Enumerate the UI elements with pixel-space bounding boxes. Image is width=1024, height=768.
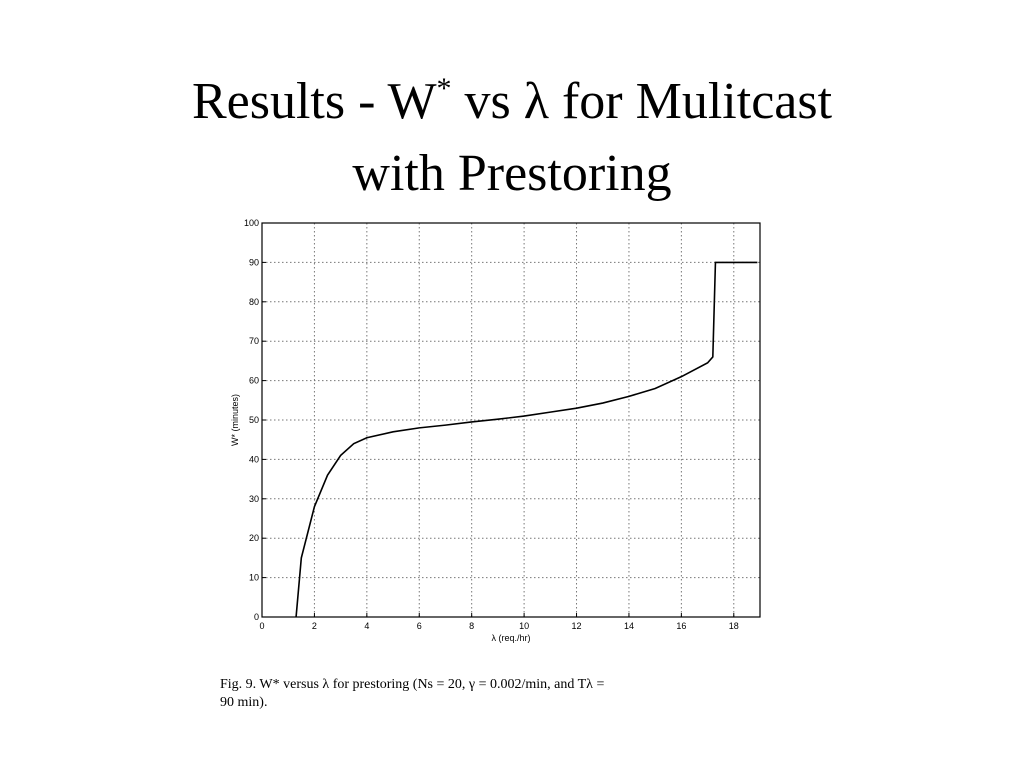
slide-title: Results - W* vs λ for Mulitcast [192, 72, 833, 130]
figure-caption: Fig. 9. W* versus λ for prestoring (Ns =… [220, 677, 604, 692]
x-tick-label: 0 [259, 621, 264, 631]
title-text: Results - W [192, 73, 437, 130]
x-tick-label: 10 [519, 621, 529, 631]
y-tick-label: 30 [249, 494, 259, 504]
y-tick-label: 90 [249, 257, 259, 267]
x-tick-label: 2 [312, 621, 317, 631]
y-tick-label: 100 [244, 218, 259, 228]
y-tick-label: 10 [249, 573, 259, 583]
y-tick-label: 40 [249, 454, 259, 464]
data-line [295, 261, 758, 618]
x-tick-label: 4 [364, 621, 369, 631]
y-tick-label: 80 [249, 297, 259, 307]
y-tick-label: 0 [254, 612, 259, 622]
y-tick-label: 20 [249, 533, 259, 543]
x-axis-label: λ (req./hr) [491, 633, 530, 643]
x-tick-label: 8 [469, 621, 474, 631]
x-tick-label: 12 [572, 621, 582, 631]
x-tick-label: 14 [624, 621, 634, 631]
x-tick-label: 6 [417, 621, 422, 631]
title-superscript: * [437, 72, 452, 105]
slide-title-line: with Prestoring [352, 145, 671, 202]
y-tick-label: 70 [249, 336, 259, 346]
y-tick-label: 60 [249, 376, 259, 386]
x-tick-label: 18 [729, 621, 739, 631]
y-axis-label: W* (minutes) [230, 394, 240, 446]
plot-frame [261, 222, 761, 618]
title-text: vs λ for Mulitcast [452, 73, 833, 130]
y-tick-label: 50 [249, 415, 259, 425]
figure-caption: 90 min). [220, 695, 267, 710]
x-tick-label: 16 [676, 621, 686, 631]
